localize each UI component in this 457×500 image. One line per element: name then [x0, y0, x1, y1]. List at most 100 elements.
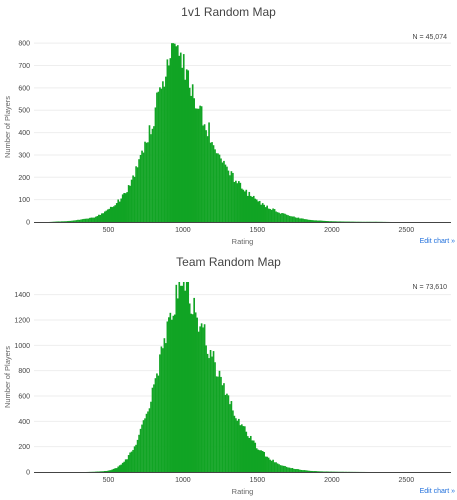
histogram-bar	[191, 314, 194, 472]
histogram-bar	[135, 166, 137, 222]
edit-chart-link[interactable]: Edit chart »	[420, 238, 456, 245]
histogram-bar	[199, 326, 201, 472]
legend-count: N = 73,610	[413, 284, 448, 291]
histogram-bar	[245, 189, 248, 222]
histogram-bar	[312, 220, 315, 222]
histogram-bar	[229, 175, 231, 222]
histogram-bar	[282, 213, 285, 222]
histogram-bar	[260, 450, 263, 472]
x-tick-label: 1000	[175, 227, 191, 234]
histogram-bar	[193, 98, 195, 222]
histogram-bar	[190, 313, 193, 472]
histogram-bar	[194, 312, 197, 472]
histogram-bar	[141, 424, 143, 472]
histogram-bar	[337, 221, 340, 222]
histogram-bar	[319, 471, 322, 472]
histogram-bar	[160, 88, 163, 222]
chart-panel-team: Team Random Map 0 200 400 600 800 1000 1200 1400…	[0, 250, 457, 500]
histogram-bar	[112, 206, 115, 222]
y-tick-label: 500	[18, 108, 30, 115]
x-tick-label: 2500	[399, 227, 415, 234]
histogram-bar	[221, 385, 224, 472]
histogram-bar	[83, 218, 85, 222]
histogram-bar	[77, 219, 79, 222]
y-tick-label: 600	[18, 85, 30, 92]
histogram-bar	[243, 426, 246, 472]
y-tick-label: 600	[18, 394, 30, 401]
histogram-bar	[133, 446, 136, 472]
histogram-bar	[246, 195, 249, 222]
histogram-bar	[220, 376, 222, 472]
histogram-bar	[340, 221, 343, 222]
histogram-bar	[269, 459, 271, 472]
histogram-bar	[273, 209, 276, 222]
histogram-bar	[306, 219, 309, 222]
histogram-bar	[176, 298, 179, 472]
histogram-bar	[169, 58, 172, 223]
y-tick-label: 100	[18, 197, 30, 204]
histogram-bar	[181, 285, 184, 472]
histogram-bar	[290, 216, 292, 222]
histogram-bar	[267, 457, 270, 472]
histogram-bar	[109, 206, 112, 222]
histogram-bar	[209, 142, 212, 222]
histogram-bar	[188, 303, 191, 472]
histogram-bar	[248, 437, 251, 472]
histogram-bar	[142, 420, 145, 472]
histogram-bar	[127, 185, 130, 222]
histogram-bar	[163, 86, 166, 222]
x-axis-title: Rating	[232, 487, 254, 496]
histogram-bar	[84, 218, 87, 222]
histogram-bar	[312, 471, 315, 472]
histogram-bar	[148, 408, 151, 472]
histogram-bar	[106, 209, 109, 222]
histogram-bar	[145, 142, 148, 222]
histogram-bar	[171, 319, 173, 472]
histogram-bar	[57, 221, 60, 222]
histogram-bar	[220, 158, 222, 222]
histogram-bar	[214, 362, 216, 472]
y-tick-label: 400	[18, 419, 30, 426]
histogram-bar	[145, 413, 148, 472]
histogram-bar	[98, 214, 100, 222]
y-tick-label: 1000	[14, 343, 30, 350]
histogram-bar	[212, 145, 215, 222]
histogram-bar	[101, 471, 103, 472]
histogram-bar	[199, 105, 201, 222]
histogram-bar	[226, 166, 228, 222]
y-axis-title: Number of Players	[3, 96, 12, 158]
histogram-bar	[261, 451, 264, 472]
histogram-bar	[99, 471, 102, 472]
histogram-bar	[59, 221, 61, 222]
bars-group	[48, 43, 392, 223]
histogram-bar	[112, 468, 115, 472]
histogram-bar	[154, 107, 157, 222]
histogram-bar	[108, 208, 111, 222]
histogram-bar	[254, 442, 257, 472]
histogram-bar	[308, 470, 310, 472]
edit-chart-link[interactable]: Edit chart »	[420, 488, 456, 495]
histogram-bar	[251, 196, 254, 222]
histogram-bar	[291, 467, 294, 472]
histogram-bar	[157, 91, 160, 222]
histogram-bar	[287, 215, 289, 222]
histogram-bar	[117, 199, 120, 222]
x-axis-title: Rating	[232, 237, 254, 246]
histogram-bar	[302, 470, 304, 472]
histogram-bar	[185, 282, 188, 472]
histogram-bar	[206, 353, 209, 472]
histogram-bar	[200, 323, 203, 472]
histogram-bar	[267, 208, 270, 222]
histogram-bar	[165, 76, 167, 223]
histogram-bar	[196, 108, 198, 222]
histogram-bar	[218, 370, 221, 472]
histogram-bar	[89, 217, 91, 222]
histogram-bar	[241, 188, 243, 222]
histogram-bar	[273, 462, 276, 472]
histogram-bar	[102, 213, 105, 222]
y-tick-label: 800	[18, 368, 30, 375]
chart-svg-1v1: 1v1 Random Map 0 100 200 300 400 500 600 700 800 5…	[3, 5, 456, 246]
histogram-bar	[293, 216, 295, 222]
chart-title: 1v1 Random Map	[181, 5, 276, 19]
histogram-bar	[175, 46, 178, 223]
